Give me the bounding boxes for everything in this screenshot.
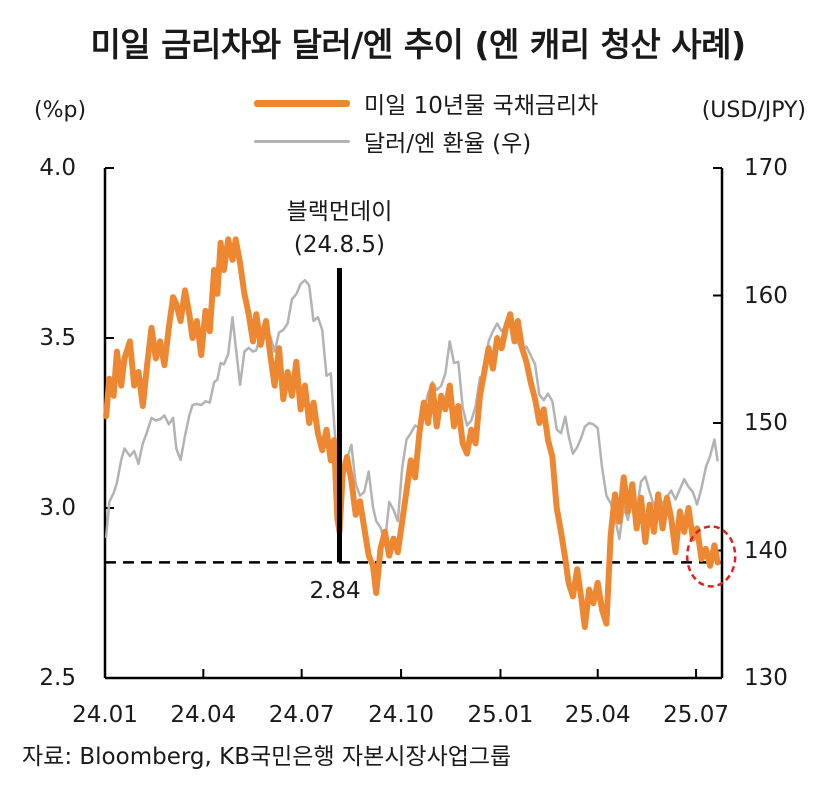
legend-item-usdjpy: 달러/엔 환율 (우) — [254, 122, 598, 160]
x-tick-label: 25.04 — [564, 702, 631, 728]
highlight-circle — [685, 525, 737, 588]
legend-label-usdjpy: 달러/엔 환율 (우) — [364, 131, 532, 157]
y-left-tick-label: 2.5 — [39, 665, 76, 691]
event-annotation-name: 블랙먼데이 — [286, 199, 393, 225]
y-right-tick-label: 160 — [744, 282, 788, 309]
x-tick-label: 24.10 — [368, 702, 434, 728]
y-right-tick-label: 170 — [744, 155, 788, 181]
y-right-tick-label: 150 — [744, 410, 788, 436]
x-tick-label: 24.04 — [170, 702, 237, 728]
y-right-tick-label: 140 — [744, 537, 788, 564]
event-annotation: 블랙먼데이 (24.8.5) — [259, 196, 419, 262]
legend-label-spread: 미일 10년물 국채금리차 — [364, 93, 599, 119]
x-tick-label: 25.01 — [467, 702, 534, 728]
y-left-tick-label: 3.0 — [39, 495, 76, 521]
reference-line-label: 2.84 — [309, 578, 361, 605]
y-right-tick-label: 130 — [744, 665, 788, 691]
y-left-tick-label: 4.0 — [39, 155, 76, 181]
legend-swatch-spread — [254, 99, 350, 107]
chart-title: 미일 금리차와 달러/엔 추이 (엔 캐리 청산 사례) — [90, 25, 746, 64]
x-tick-label: 25.07 — [663, 702, 729, 728]
source-note: 자료: Bloomberg, KB국민은행 자본시장사업그룹 — [22, 744, 512, 770]
legend: 미일 10년물 국채금리차 달러/엔 환율 (우) — [254, 84, 598, 160]
x-tick-label: 24.01 — [72, 702, 138, 728]
event-annotation-date: (24.8.5) — [293, 232, 386, 258]
y-right-unit: (USD/JPY) — [701, 98, 806, 123]
series-line-spread — [103, 236, 721, 630]
x-tick-label: 24.07 — [268, 702, 335, 728]
legend-item-spread: 미일 10년물 국채금리차 — [254, 84, 598, 122]
y-left-tick-label: 3.5 — [39, 325, 76, 351]
legend-swatch-usdjpy — [254, 139, 350, 143]
y-left-unit: (%p) — [34, 98, 87, 123]
